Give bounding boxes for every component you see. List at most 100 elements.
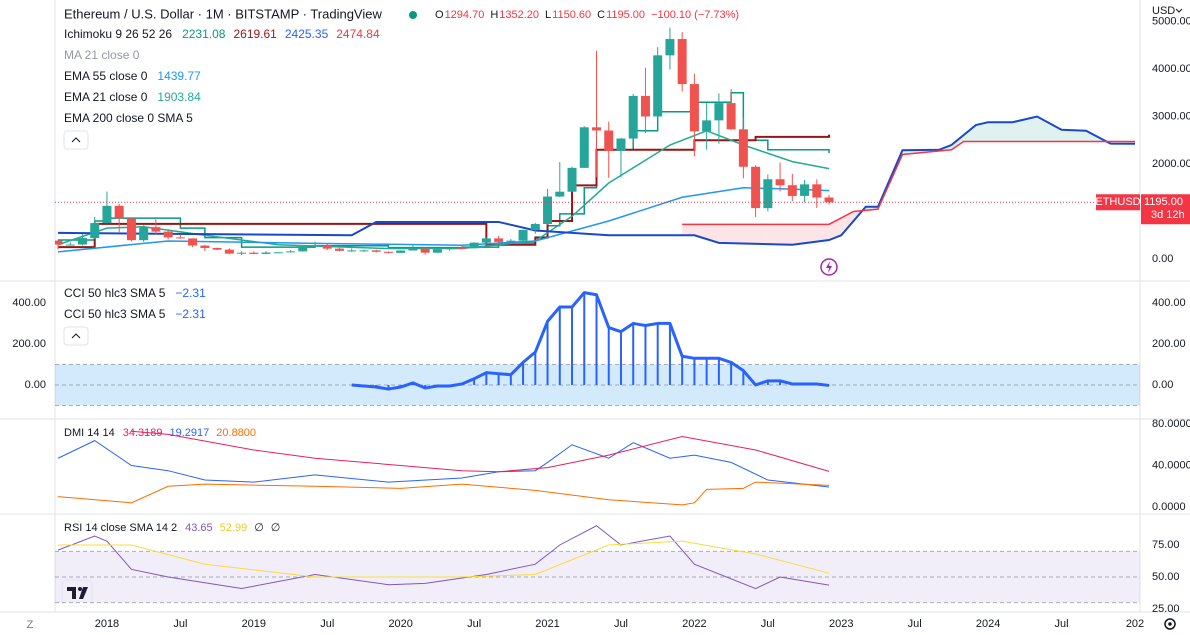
collapse-legend-button[interactable] [63, 130, 89, 150]
cloud-fill [963, 125, 976, 142]
candle-body [371, 250, 381, 252]
y-tick-label-left: 0.00 [25, 379, 46, 391]
series-line [58, 540, 830, 578]
cci-line [351, 291, 830, 391]
legend-value: 43.65 [185, 522, 213, 534]
x-tick-label: Jul [908, 618, 922, 630]
button-chevron [71, 137, 81, 143]
y-tick-label: 0.00 [1152, 379, 1173, 391]
candle-body [432, 249, 442, 253]
settings-icon[interactable] [1164, 618, 1176, 630]
candle-body [494, 238, 504, 242]
logo-mark [67, 587, 76, 599]
candle-body [139, 227, 149, 241]
candle-body [200, 245, 210, 248]
legend-value: 2231.08 [182, 27, 226, 41]
currency-button[interactable]: USD [1152, 5, 1175, 17]
candle-body [114, 205, 124, 219]
ohlc-key: L [545, 9, 551, 21]
x-tick-label: 2023 [829, 618, 853, 630]
candle-body [175, 237, 185, 239]
candle-body [653, 55, 663, 117]
x-tick-label: 202 [1126, 618, 1144, 630]
x-tick-label: Jul [320, 618, 334, 630]
collapse-legend-button[interactable] [63, 326, 89, 346]
ohlc-key: C [597, 9, 605, 21]
cloud-fill [718, 224, 732, 244]
candle-body [800, 184, 810, 196]
legend-label: Ichimoku 9 26 52 26 [64, 27, 172, 41]
indicator-line [58, 134, 831, 249]
cloud-fill [1024, 116, 1038, 142]
legend-value: 2474.84 [336, 27, 380, 41]
candle-body [751, 166, 761, 209]
candle-body [665, 39, 675, 56]
legend-value: 19.2917 [170, 427, 210, 439]
candle-body [102, 205, 112, 224]
cloud-span [682, 140, 1136, 226]
x-tick-label: 2021 [535, 618, 559, 630]
series-line [131, 430, 830, 473]
candle-body [824, 197, 834, 203]
cloud-fill [1012, 119, 1025, 142]
legend-label: MA 21 close 0 [64, 48, 140, 62]
candle-body [702, 120, 712, 132]
candle-body [628, 95, 638, 139]
candle-body [396, 250, 406, 253]
cloud-fill [743, 224, 756, 244]
candle-body [212, 247, 222, 250]
market-status[interactable] [409, 11, 417, 19]
candle-body [445, 248, 455, 250]
ohlc-key: O [435, 9, 444, 21]
settings-button[interactable] [1164, 618, 1176, 630]
candle-body [616, 138, 626, 151]
candle-body [530, 224, 540, 230]
candle-body [640, 95, 650, 117]
price-tag [1141, 194, 1190, 225]
candle-body [812, 184, 822, 198]
event-bolt [826, 261, 832, 273]
cloud-fill [1073, 130, 1087, 142]
y-tick-label: 3000.00 [1152, 110, 1190, 122]
currency-dropdown[interactable] [1175, 8, 1183, 13]
y-tick-label: 25.00 [1152, 603, 1180, 615]
candle-body [726, 103, 736, 130]
ohlc-value: 1150.60 [552, 9, 591, 21]
candle-body [334, 248, 344, 251]
candle-body [249, 252, 259, 254]
cloud-fill [755, 224, 768, 245]
ohlc-value: 1195.00 [606, 9, 645, 21]
legend-value: −2.31 [175, 307, 206, 321]
candle-body [310, 245, 320, 247]
legend-label: CCI 50 hlc3 SMA 5 [64, 307, 166, 321]
zoom-button[interactable]: Z [27, 619, 34, 631]
candle-body [518, 229, 528, 241]
candle-body [90, 223, 100, 239]
cloud-fill [816, 224, 830, 242]
candle-body [163, 231, 173, 238]
candle-body [188, 238, 198, 246]
candle-body [347, 250, 357, 252]
series-line [57, 525, 830, 590]
legend-value: 52.99 [220, 522, 248, 534]
x-tick-label: Jul [614, 618, 628, 630]
cloud-fill [1061, 129, 1074, 142]
cloud-fill [841, 211, 854, 236]
candle-body [359, 250, 369, 252]
y-tick-label: 200.00 [1152, 338, 1186, 350]
candle-body [506, 240, 516, 242]
legend-label: RSI 14 close SMA 14 2 [64, 522, 177, 534]
y-tick-label: 50.00 [1152, 571, 1180, 583]
candle-body [775, 179, 785, 186]
candle-body [408, 248, 418, 251]
logo[interactable] [61, 579, 93, 607]
y-tick-label: 4000.00 [1152, 63, 1190, 75]
legend-value: 20.8800 [216, 427, 256, 439]
candle-body [738, 129, 748, 167]
candle-body [714, 103, 724, 121]
price-tag-label: 1195.00 [1144, 196, 1183, 208]
event-marker[interactable] [820, 258, 838, 276]
x-tick-label: 2020 [388, 618, 412, 630]
